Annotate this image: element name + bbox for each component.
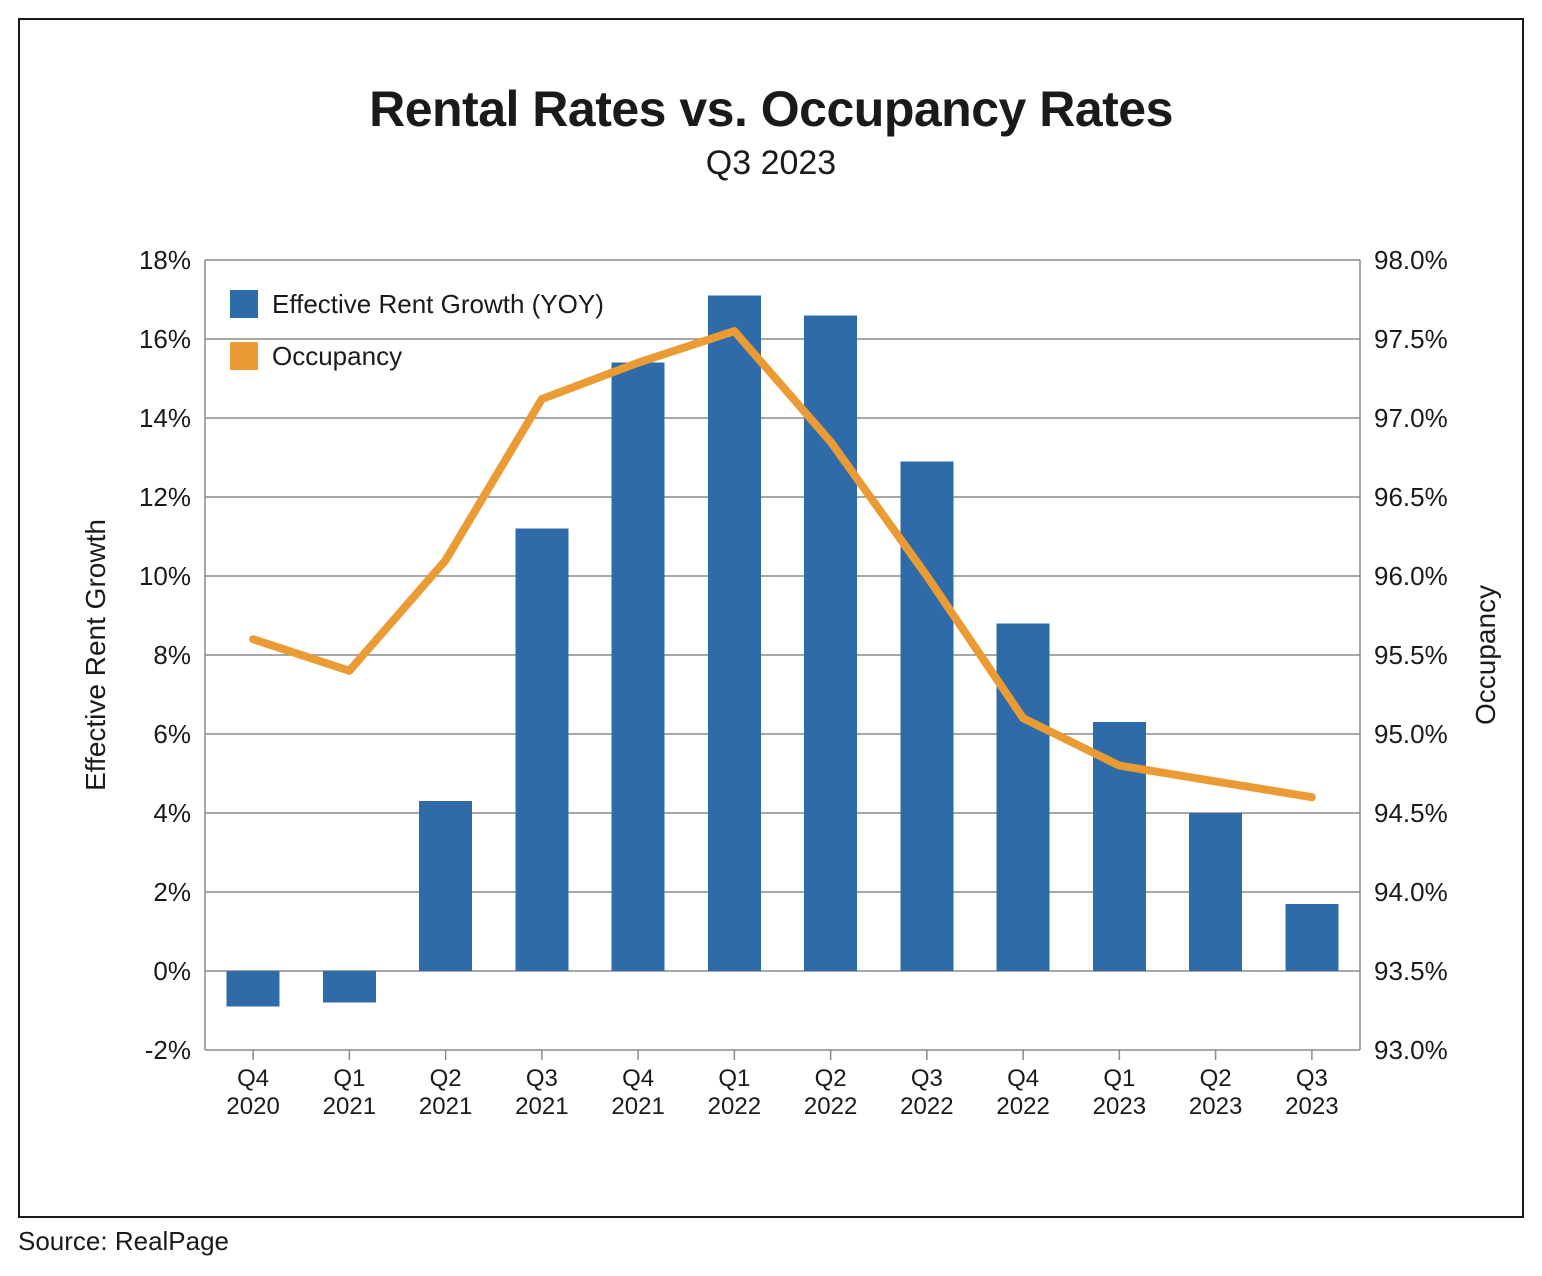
source-caption: Source: RealPage bbox=[18, 1226, 229, 1257]
x-tick-label-bot: 2021 bbox=[611, 1093, 664, 1120]
x-tick-label-bot: 2022 bbox=[804, 1093, 857, 1120]
page: Rental Rates vs. Occupancy Rates Q3 2023… bbox=[0, 0, 1542, 1276]
y-left-tick-label: 4% bbox=[153, 798, 191, 828]
y-right-tick-label: 95.5% bbox=[1374, 640, 1448, 670]
y-right-tick-label: 96.5% bbox=[1374, 482, 1448, 512]
x-tick-label-top: Q2 bbox=[815, 1065, 847, 1092]
x-tick-label-top: Q1 bbox=[333, 1065, 365, 1092]
y-left-tick-label: -2% bbox=[145, 1035, 191, 1065]
bar bbox=[1285, 904, 1338, 971]
x-tick-label-top: Q2 bbox=[1200, 1065, 1232, 1092]
x-tick-label-bot: 2022 bbox=[900, 1093, 953, 1120]
x-tick-label-bot: 2022 bbox=[708, 1093, 761, 1120]
y-left-tick-label: 18% bbox=[139, 245, 191, 275]
x-tick-label-top: Q4 bbox=[1007, 1065, 1039, 1092]
x-tick-label-top: Q3 bbox=[911, 1065, 943, 1092]
y-left-tick-label: 2% bbox=[153, 877, 191, 907]
x-tick-label-top: Q2 bbox=[430, 1065, 462, 1092]
y-right-tick-label: 94.0% bbox=[1374, 877, 1448, 907]
x-tick-label-top: Q1 bbox=[718, 1065, 750, 1092]
y-right-tick-label: 97.5% bbox=[1374, 324, 1448, 354]
x-tick-label-bot: 2022 bbox=[996, 1093, 1049, 1120]
y-right-tick-label: 93.5% bbox=[1374, 956, 1448, 986]
legend-swatch-line bbox=[230, 342, 258, 370]
y-left-tick-label: 10% bbox=[139, 561, 191, 591]
legend-label-bar: Effective Rent Growth (YOY) bbox=[272, 289, 604, 319]
bar bbox=[227, 971, 280, 1007]
occupancy-line bbox=[253, 331, 1312, 797]
y-left-tick-label: 12% bbox=[139, 482, 191, 512]
x-tick-label-bot: 2021 bbox=[419, 1093, 472, 1120]
bar bbox=[997, 623, 1050, 971]
x-tick-label-bot: 2021 bbox=[323, 1093, 376, 1120]
bar bbox=[323, 971, 376, 1003]
y-left-axis-title: Effective Rent Growth bbox=[80, 519, 111, 791]
y-left-tick-label: 16% bbox=[139, 324, 191, 354]
x-tick-label-top: Q3 bbox=[1296, 1065, 1328, 1092]
y-right-axis-title: Occupancy bbox=[1470, 585, 1501, 725]
x-tick-label-top: Q4 bbox=[622, 1065, 654, 1092]
y-right-tick-label: 96.0% bbox=[1374, 561, 1448, 591]
bar bbox=[515, 529, 568, 971]
bar bbox=[419, 801, 472, 971]
y-right-tick-label: 97.0% bbox=[1374, 403, 1448, 433]
x-tick-label-bot: 2023 bbox=[1189, 1093, 1242, 1120]
bar bbox=[708, 296, 761, 971]
bar bbox=[900, 461, 953, 971]
x-tick-label-bot: 2023 bbox=[1285, 1093, 1338, 1120]
y-left-tick-label: 14% bbox=[139, 403, 191, 433]
legend-swatch-bar bbox=[230, 290, 258, 318]
x-tick-label-bot: 2021 bbox=[515, 1093, 568, 1120]
y-left-tick-label: 6% bbox=[153, 719, 191, 749]
y-right-tick-label: 93.0% bbox=[1374, 1035, 1448, 1065]
legend: Effective Rent Growth (YOY) Occupancy bbox=[230, 289, 604, 371]
bar bbox=[804, 315, 857, 971]
bar bbox=[612, 363, 665, 971]
y-left-tick-label: 8% bbox=[153, 640, 191, 670]
y-left-tick-label: 0% bbox=[153, 956, 191, 986]
y-right-tick-label: 94.5% bbox=[1374, 798, 1448, 828]
x-tick-label-top: Q4 bbox=[237, 1065, 269, 1092]
x-tick-label-bot: 2023 bbox=[1093, 1093, 1146, 1120]
y-right-tick-label: 95.0% bbox=[1374, 719, 1448, 749]
chart-frame: Rental Rates vs. Occupancy Rates Q3 2023… bbox=[18, 18, 1524, 1218]
bar bbox=[1189, 813, 1242, 971]
x-tick-label-top: Q3 bbox=[526, 1065, 558, 1092]
chart-area: -2% 0% 2% 4% 6% 8% 10% 12% 14% 16% 18% 93.0% 93.5% 94… bbox=[20, 20, 1520, 1160]
x-tick-label-top: Q1 bbox=[1103, 1065, 1135, 1092]
y-right-tick-label: 98.0% bbox=[1374, 245, 1448, 275]
legend-label-line: Occupancy bbox=[272, 341, 402, 371]
chart-svg: -2% 0% 2% 4% 6% 8% 10% 12% 14% 16% 18% 93.0% 93.5% 94… bbox=[20, 20, 1520, 1160]
x-tick-label-bot: 2020 bbox=[226, 1093, 279, 1120]
